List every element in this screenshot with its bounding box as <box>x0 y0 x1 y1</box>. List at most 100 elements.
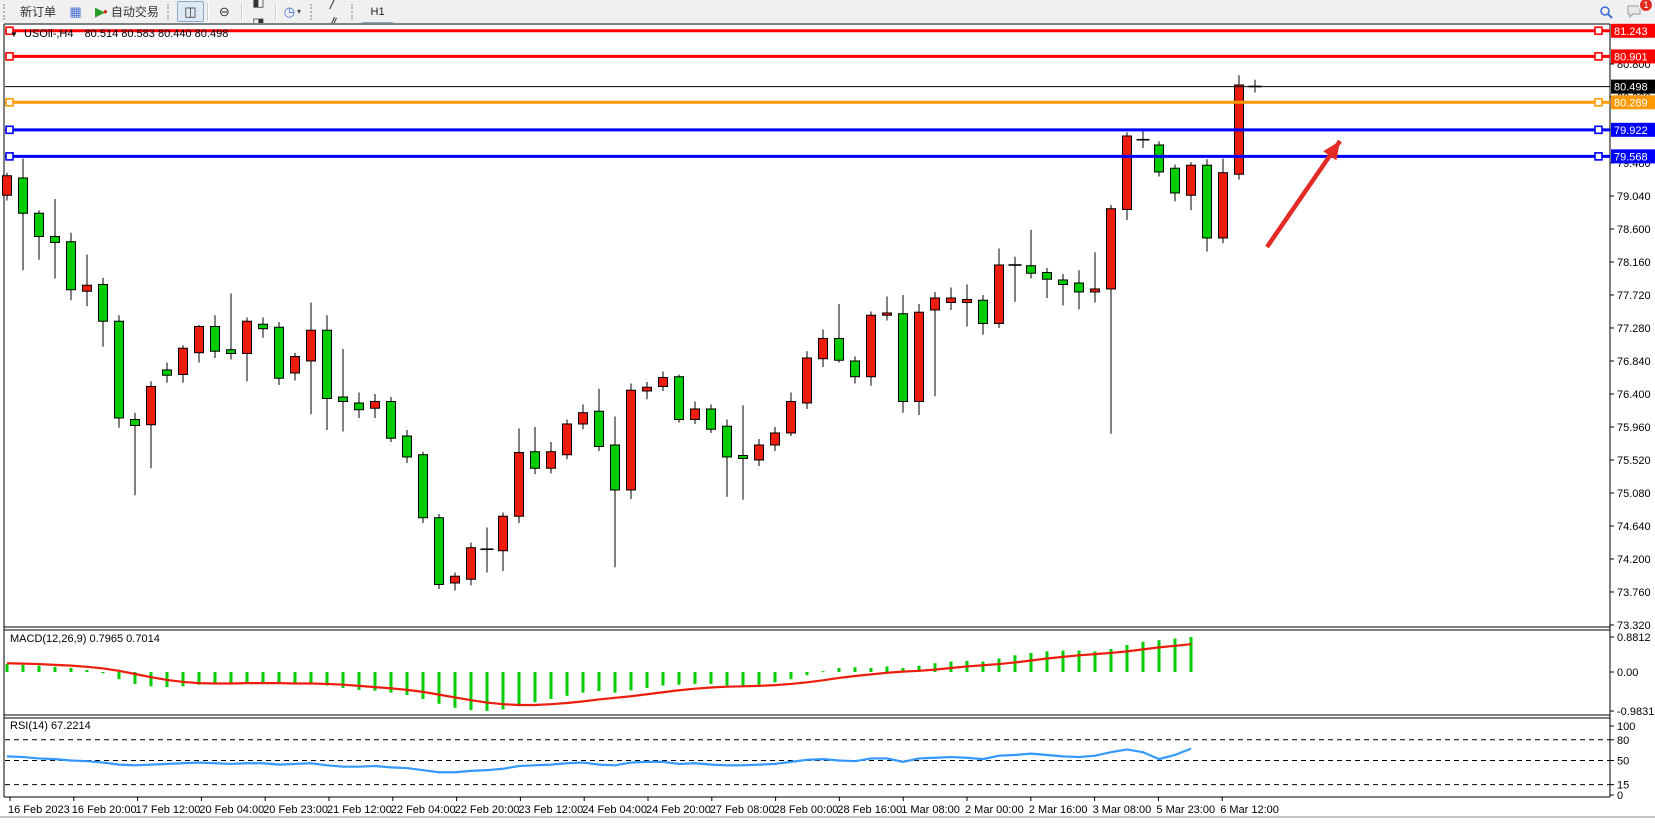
time-tick-label: 28 Feb 00:00 <box>774 804 839 816</box>
macd-histogram-bar <box>85 670 89 672</box>
price-tick-label: 74.200 <box>1617 554 1651 566</box>
toolbar-grip[interactable] <box>350 3 357 20</box>
candle-body <box>674 376 684 420</box>
profiles-button[interactable]: ▦ <box>62 1 89 22</box>
macd-histogram-bar <box>853 667 857 672</box>
macd-histogram-bar <box>5 664 9 672</box>
candle-body <box>1058 279 1068 285</box>
candle-body <box>370 400 380 409</box>
price-tick-label: 79.040 <box>1617 191 1651 203</box>
auto-arrange-button[interactable]: ◧ <box>245 0 272 12</box>
price-tick-label: 77.280 <box>1617 323 1651 335</box>
candle-body <box>994 264 1004 324</box>
candle-body <box>66 241 76 291</box>
macd-histogram-bar <box>373 672 377 691</box>
line-handle[interactable] <box>1594 98 1603 107</box>
macd-histogram-bar <box>437 672 441 704</box>
macd-histogram-bar <box>901 668 905 672</box>
line-handle[interactable] <box>5 52 14 61</box>
line-handle[interactable] <box>5 152 14 161</box>
candlestick-chart-icon: ◫ <box>184 4 197 19</box>
line-handle[interactable] <box>5 98 14 107</box>
macd-histogram-bar <box>1013 655 1017 672</box>
timeframe-button-h1[interactable]: H1 <box>370 5 385 18</box>
macd-histogram-bar <box>325 672 329 686</box>
candle-body <box>210 325 220 352</box>
macd-histogram-bar <box>773 672 777 683</box>
autotrading-icon: ▶ <box>95 4 106 19</box>
macd-histogram-bar <box>277 672 281 684</box>
candle-body <box>178 347 188 375</box>
time-tick-label: 1 Mar 08:00 <box>901 804 960 816</box>
toolbar-grip[interactable] <box>3 3 9 20</box>
candle-body <box>466 547 476 580</box>
macd-histogram-bar <box>821 671 825 673</box>
candlestick-chart-button[interactable]: ◫ <box>176 1 204 22</box>
toolbar-grip[interactable] <box>166 3 173 20</box>
candle-body <box>1170 167 1180 194</box>
toolbar-separator <box>274 2 276 21</box>
macd-histogram-bar <box>117 672 121 680</box>
price-level-badge <box>1611 95 1655 110</box>
candle-body <box>866 314 876 378</box>
time-tick-label: 20 Feb 04:00 <box>199 804 264 816</box>
new-order-button[interactable]: 新订单 <box>13 1 60 22</box>
toolbar-separator <box>206 2 208 21</box>
chart-canvas[interactable]: 80.80080.36079.92079.48079.04078.60078.1… <box>0 23 1655 825</box>
candle-body <box>434 517 444 585</box>
rsi-tick-label: 0 <box>1617 790 1623 802</box>
zoom-out-button[interactable]: ⊖ <box>211 1 238 22</box>
macd-histogram-bar <box>565 672 569 696</box>
macd-histogram-bar <box>1077 650 1081 672</box>
candle-body <box>418 454 428 519</box>
macd-histogram-bar <box>213 672 217 684</box>
macd-histogram-bar <box>485 672 489 711</box>
trendline-icon: ╱ <box>329 0 338 9</box>
macd-histogram-bar <box>533 672 537 703</box>
time-tick-label: 28 Feb 16:00 <box>837 804 902 816</box>
macd-histogram-bar <box>197 672 201 685</box>
macd-histogram-bar <box>1109 648 1113 672</box>
toolbar-grip[interactable] <box>309 3 316 20</box>
search-button[interactable] <box>1592 1 1619 22</box>
periods-button[interactable]: ◷ ▾ <box>279 1 306 22</box>
candle-body <box>18 177 28 214</box>
price-tick-label: 73.320 <box>1617 620 1651 632</box>
trendline-button[interactable]: ╱ <box>320 0 347 12</box>
rsi-line <box>6 747 1192 774</box>
macd-histogram-bar <box>645 672 649 688</box>
macd-histogram-bar <box>661 672 665 686</box>
macd-histogram-bar <box>933 663 937 672</box>
line-handle[interactable] <box>5 26 14 36</box>
time-tick-label: 24 Feb 20:00 <box>646 804 711 816</box>
chevron-down-icon: ▾ <box>297 7 302 16</box>
macd-histogram-bar <box>1061 650 1065 672</box>
macd-histogram-bar <box>101 672 105 674</box>
macd-histogram-bar <box>181 672 185 687</box>
macd-histogram-bar <box>69 668 73 672</box>
macd-histogram-bar <box>1141 641 1145 672</box>
time-tick-label: 5 Mar 23:00 <box>1156 804 1215 816</box>
line-handle[interactable] <box>5 125 14 135</box>
line-handle[interactable] <box>1594 125 1603 135</box>
macd-histogram-bar <box>293 672 297 685</box>
candle-body <box>658 376 668 387</box>
candle-body <box>34 212 44 237</box>
candle-body <box>386 400 396 439</box>
trend-arrow-annotation[interactable] <box>1265 139 1342 249</box>
line-handle[interactable] <box>1594 52 1603 61</box>
candle-body <box>498 515 508 552</box>
candle-body <box>146 385 156 426</box>
time-tick-label: 27 Feb 08:00 <box>710 804 775 816</box>
macd-histogram-bar <box>613 672 617 693</box>
time-tick-label: 2 Mar 00:00 <box>965 804 1024 816</box>
notifications-button[interactable]: 1 <box>1621 0 1653 22</box>
candle-body <box>786 400 796 434</box>
line-handle[interactable] <box>1594 152 1603 161</box>
price-tick-label: 74.640 <box>1617 521 1651 533</box>
price-tick-label: 78.160 <box>1617 257 1651 269</box>
line-handle[interactable] <box>1594 26 1603 36</box>
autotrading-button[interactable]: ▶ ● 自动交易 <box>91 1 163 22</box>
candle-body <box>98 283 108 322</box>
candle-body <box>626 389 636 491</box>
